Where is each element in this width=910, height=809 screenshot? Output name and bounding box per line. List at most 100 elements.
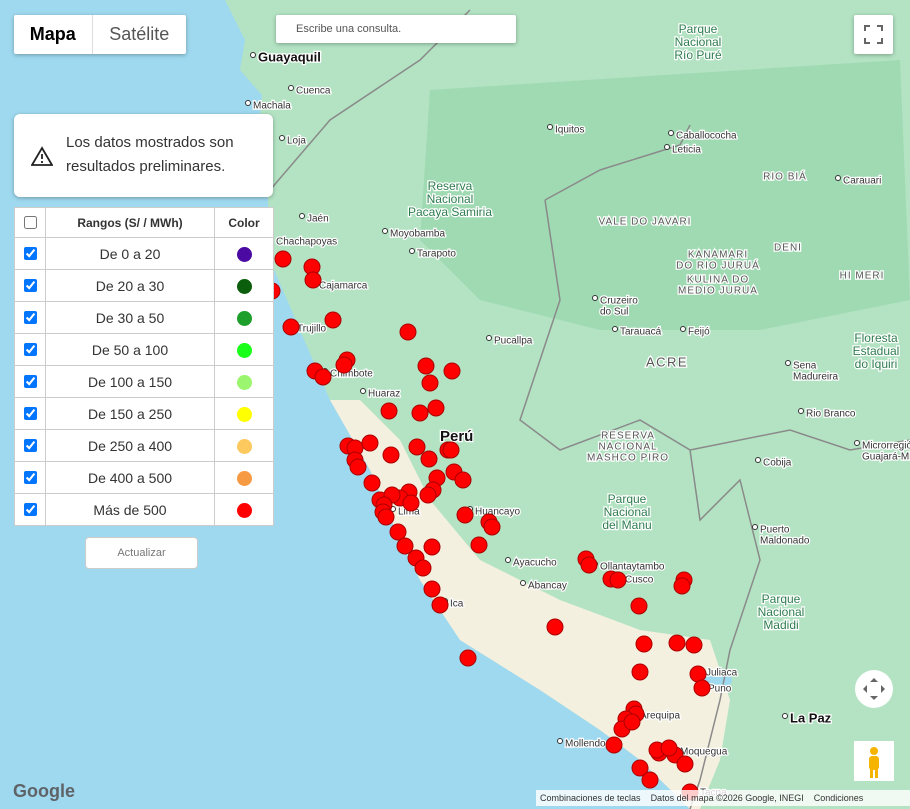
satellite-button[interactable]: Satélite [91,15,186,54]
footer-link[interactable]: Condiciones [813,793,864,803]
marker[interactable] [668,634,686,652]
place-dot [245,100,251,106]
update-button[interactable]: Actualizar [85,537,198,569]
marker[interactable] [456,506,474,524]
checkbox[interactable] [24,471,37,484]
marker[interactable] [380,402,398,420]
checkbox[interactable] [24,439,37,452]
place-dot [835,175,841,181]
footer-link[interactable]: Combinaciones de teclas [540,793,641,803]
marker[interactable] [363,474,381,492]
marker[interactable] [408,438,426,456]
marker[interactable] [411,404,429,422]
marker[interactable] [417,357,435,375]
checkbox[interactable] [24,375,37,388]
marker[interactable] [685,636,703,654]
place-label: DENI [774,243,802,254]
checkbox[interactable] [24,311,37,324]
checkbox[interactable] [24,247,37,260]
marker[interactable] [459,649,477,667]
place-label: do Iquiri [855,357,898,371]
place-label: Trujillo [297,324,327,335]
checkbox[interactable] [24,279,37,292]
marker[interactable] [605,736,623,754]
place-dot [680,326,686,332]
marker[interactable] [483,518,501,536]
marker[interactable] [443,362,461,380]
search-box[interactable]: Escribe una consulta. [276,15,516,43]
marker[interactable] [693,679,711,697]
map-button[interactable]: Mapa [29,24,76,44]
marker[interactable] [623,713,641,731]
place-label: MASHCO PIRO [587,453,669,464]
color-cell [214,461,274,494]
marker[interactable] [546,618,564,636]
marker[interactable] [580,556,598,574]
place-label: Río Puré [674,48,722,62]
marker[interactable] [399,323,417,341]
marker[interactable] [274,250,292,268]
color-cell [214,397,274,430]
warning-icon [31,146,53,166]
marker[interactable] [304,271,322,289]
marker[interactable] [454,471,472,489]
checkbox[interactable] [24,503,37,516]
place-label: Nacional [604,505,651,519]
marker[interactable] [335,356,353,374]
place-label: Tarauacá [620,327,662,338]
color-dot [236,374,252,390]
place-label: Rio Branco [806,409,856,420]
legend-row: De 150 a 250 [14,397,274,430]
marker[interactable] [631,663,649,681]
marker[interactable] [377,508,395,526]
marker[interactable] [423,580,441,598]
marker[interactable] [314,368,332,386]
marker[interactable] [324,311,342,329]
range-label: De 20 a 30 [45,269,215,302]
camera-control[interactable] [854,669,894,709]
place-label: Machala [253,101,291,112]
marker[interactable] [421,374,439,392]
marker[interactable] [470,536,488,554]
checkbox-cell [14,461,46,494]
place-dot [409,248,415,254]
place-label: Ayacucho [513,558,557,569]
marker[interactable] [442,441,460,459]
marker[interactable] [423,538,441,556]
marker[interactable] [414,559,432,577]
marker[interactable] [382,446,400,464]
checkbox[interactable] [24,407,37,420]
marker[interactable] [673,577,691,595]
place-label: Puno [708,684,732,695]
marker[interactable] [427,399,445,417]
marker[interactable] [396,537,414,555]
marker[interactable] [641,771,659,789]
marker[interactable] [361,434,379,452]
checkbox-cell [14,301,46,334]
fullscreen-button[interactable] [854,15,893,54]
legend-row: De 100 a 150 [14,365,274,398]
marker[interactable] [676,755,694,773]
marker[interactable] [630,597,648,615]
marker[interactable] [431,596,449,614]
checkbox[interactable] [24,343,37,356]
notice-text: Los datos mostrados son resultados preli… [66,134,234,175]
street-view[interactable] [854,741,894,781]
marker[interactable] [389,523,407,541]
marker[interactable] [635,635,653,653]
marker[interactable] [660,739,678,757]
marker[interactable] [282,318,300,336]
marker[interactable] [419,486,437,504]
place-label: Madidi [763,618,798,632]
marker[interactable] [349,458,367,476]
select-all[interactable] [14,207,46,238]
checkbox[interactable] [24,216,37,229]
range-label: Más de 500 [45,493,215,526]
marker[interactable] [689,665,707,683]
marker[interactable] [402,494,420,512]
place-label: Jaén [307,214,329,225]
marker[interactable] [609,571,627,589]
marker[interactable] [420,450,438,468]
marker[interactable] [631,759,649,777]
